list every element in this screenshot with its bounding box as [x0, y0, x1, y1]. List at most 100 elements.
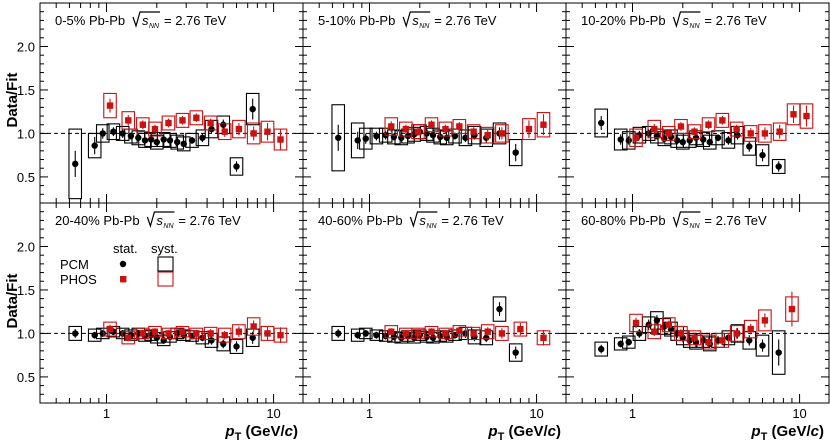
x-axis-label-sub: T [761, 431, 768, 441]
x-tick-label: 1 [103, 406, 110, 421]
pcm-point [679, 138, 686, 146]
syst-box [358, 327, 373, 340]
phos-point [179, 328, 186, 335]
phos-point [803, 112, 810, 120]
syst-box [492, 122, 507, 145]
phos-point [207, 119, 214, 127]
syst-box [799, 103, 814, 129]
pcm-point [249, 105, 256, 113]
pcm-point [91, 142, 98, 149]
y-tick-label: 1.0 [17, 326, 35, 341]
pcm-point [127, 132, 135, 140]
phos-point [719, 337, 726, 344]
syst-box [424, 117, 439, 133]
syst-box [771, 158, 786, 174]
syst-box [175, 112, 190, 128]
pcm-point [233, 163, 240, 170]
syst-box [480, 126, 495, 144]
phos-point [788, 305, 796, 313]
legend-syst-header: syst. [151, 241, 178, 256]
syst-box [438, 121, 453, 137]
x-axis-label-sub: T [498, 431, 505, 441]
phos-point [428, 121, 435, 128]
series-pcm [594, 108, 786, 174]
syst-box [674, 118, 688, 134]
phos-point [456, 123, 463, 130]
syst-box [702, 134, 717, 150]
syst-box [103, 92, 117, 119]
panel-title-energy: = 2.76 TeV [704, 13, 767, 28]
x-axis-label-close: ) [293, 423, 298, 440]
y-tick-label: 0.5 [17, 170, 35, 185]
phos-point [691, 334, 698, 341]
phos-point [761, 317, 769, 324]
panel-title-energy: = 2.76 TeV [704, 213, 767, 228]
phos-point [665, 130, 673, 137]
panel-title: 60-80% Pb-Pb [581, 213, 666, 228]
syst-box [466, 326, 481, 341]
x-axis-label-p: p [750, 423, 760, 440]
phos-point [632, 319, 640, 327]
legend-pcm-box [157, 256, 174, 272]
series-phos [384, 112, 551, 144]
x-axis-label: pT (GeV/c) [224, 423, 298, 441]
series-phos [629, 291, 799, 350]
syst-box [121, 331, 136, 345]
energy-symbol: s [412, 13, 419, 28]
syst-box [743, 319, 758, 339]
phos-point [139, 121, 147, 128]
syst-box [331, 325, 346, 341]
sqrt-sign [146, 211, 175, 229]
phos-point [402, 330, 410, 337]
syst-box [594, 108, 609, 138]
phos-point [277, 136, 284, 143]
syst-box [467, 125, 482, 145]
pcm-point [483, 334, 490, 341]
syst-box [68, 128, 83, 200]
pcm-point [99, 130, 106, 137]
panel-frame [565, 202, 830, 404]
panel-frame [39, 2, 304, 204]
syst-box [755, 334, 770, 357]
panel-title-centrality: 40-60% Pb-Pb [318, 213, 403, 228]
phos-point [540, 334, 547, 341]
pcm-point [746, 143, 753, 150]
pcm-point [72, 160, 79, 168]
pcm-point [598, 119, 605, 127]
syst-box [701, 334, 716, 350]
syst-box [189, 327, 204, 340]
panel-title: 20-40% Pb-Pb [55, 213, 140, 228]
panel-title-energy: = 2.76 TeV [164, 13, 227, 28]
phos-point [719, 117, 726, 124]
syst-box [175, 325, 190, 338]
x-axis-label-c: c [811, 423, 820, 440]
panel-title-centrality: 10-20% Pb-Pb [581, 13, 666, 28]
phos-point [651, 125, 658, 133]
pcm-point [373, 331, 380, 339]
pcm-point [362, 135, 369, 142]
phos-point [747, 325, 754, 333]
syst-box [701, 117, 716, 133]
pcm-point [429, 334, 437, 341]
syst-box [513, 321, 528, 337]
panel-6: 1 10 pT (GeV/c) 60-80% Pb-Pb s NN = 2.76 TeV [565, 202, 830, 441]
pcm-point [373, 132, 380, 140]
phos-point [747, 130, 754, 137]
phos-point [705, 121, 712, 128]
syst-box [492, 296, 507, 322]
phos-point [221, 331, 228, 339]
syst-box [68, 325, 83, 341]
pcm-point [335, 330, 342, 337]
syst-box [358, 127, 373, 150]
phos-point [151, 328, 159, 335]
legend-pcm-marker [119, 260, 127, 268]
panel-title-centrality: 60-80% Pb-Pb [581, 213, 666, 228]
syst-box [95, 124, 110, 143]
phos-point [776, 128, 783, 135]
syst-box [662, 317, 676, 333]
panel-title-centrality: 0-5% Pb-Pb [55, 13, 125, 28]
syst-box [148, 325, 162, 338]
sqrt-sign [132, 11, 160, 29]
